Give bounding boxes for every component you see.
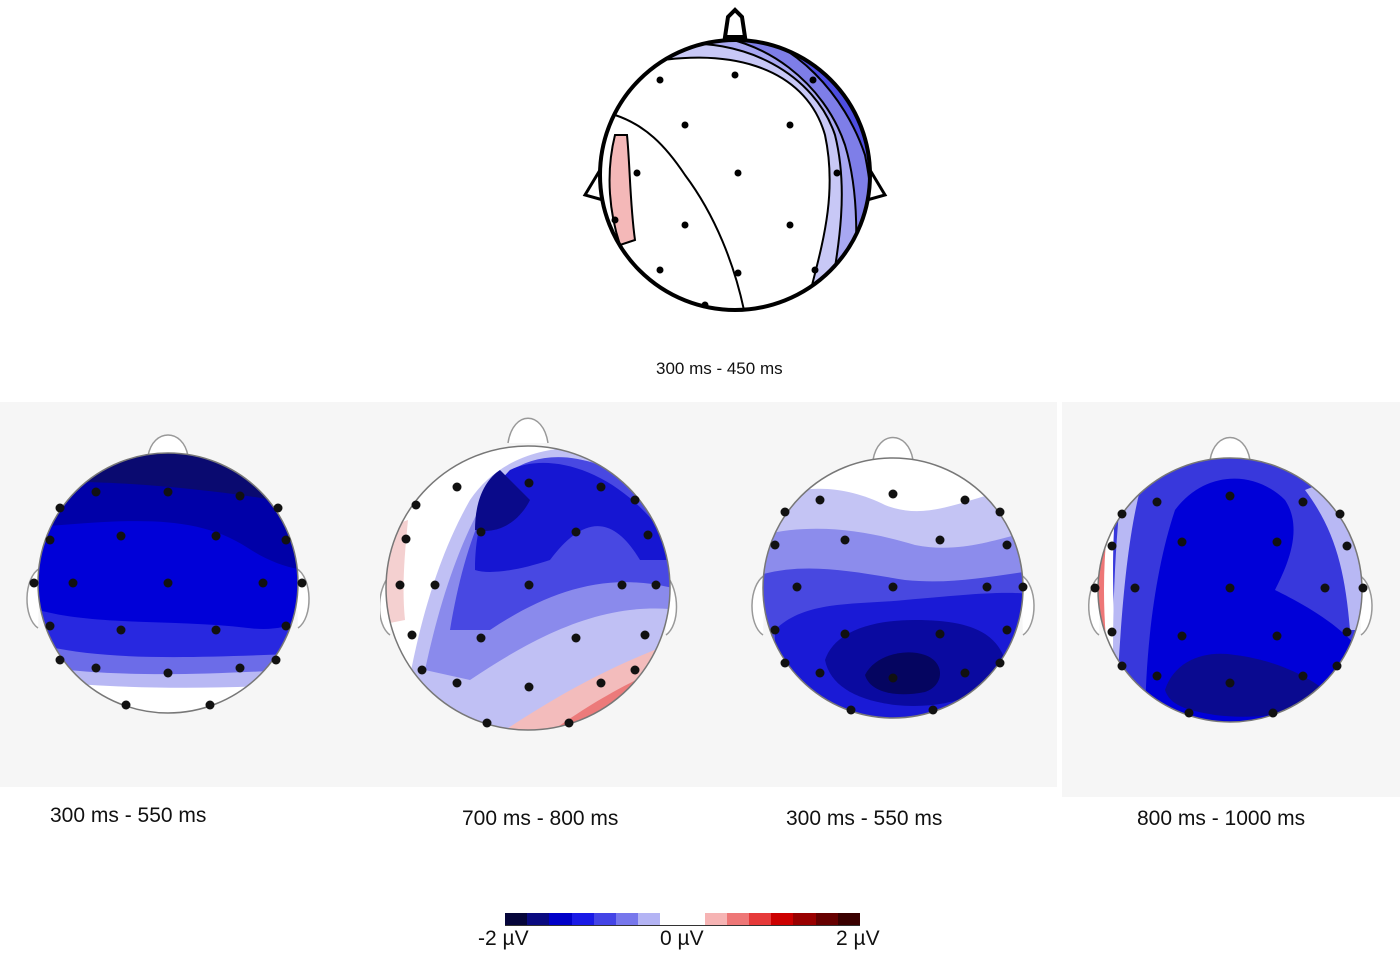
colorbar-max-label: 2 µV [836,927,880,950]
colorbar-segment [571,913,594,925]
colorbar-segment [615,913,639,925]
colorbar-segment [682,913,705,925]
colorbar-segment [505,913,528,925]
colorbar-mid-label: 0 µV [660,927,704,950]
colorbar-min-label: -2 µV [478,927,529,950]
colorbar-segment [704,913,727,925]
topomap-top [582,7,888,312]
colorbar-segment [837,913,860,925]
colorbar-segment [815,913,838,925]
colorbar-segment [593,913,616,925]
colorbar-segment [638,913,661,925]
topomap-1 [26,434,310,714]
topomap-3 [751,436,1035,719]
topomap-2 [380,417,678,731]
colorbar-segment [771,913,794,925]
colorbar-segment [527,913,550,925]
label-map-1: 300 ms - 550 ms [50,804,207,827]
colorbar [505,913,860,926]
label-map-4: 800 ms - 1000 ms [1137,807,1306,830]
colorbar-segment [549,913,572,925]
label-map-3: 300 ms - 550 ms [786,807,943,830]
colorbar-segment [749,913,772,925]
colorbar-segment [793,913,816,925]
colorbar-segment [726,913,750,925]
label-map-2: 700 ms - 800 ms [462,807,619,830]
label-top-map: 300 ms - 450 ms [656,359,783,378]
colorbar-segment [660,913,683,925]
topomap-4 [1088,436,1373,723]
